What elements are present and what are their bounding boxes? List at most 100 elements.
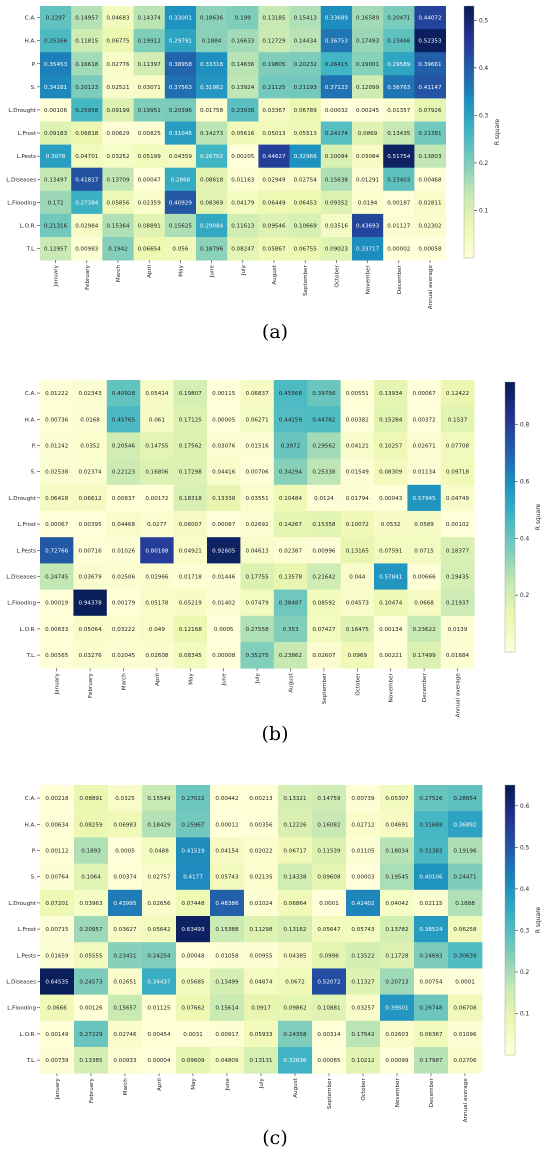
cell-value-label: 0.45765 (112, 417, 136, 423)
heatmap-cell (407, 537, 442, 564)
cell-value-label: 0.00126 (79, 1006, 103, 1012)
heatmap-cell (352, 167, 384, 192)
cell-value-label: 0.33318 (200, 62, 224, 68)
colorbar-swatch (505, 812, 515, 817)
heatmap-cell (374, 615, 408, 643)
heatmap-cell (414, 863, 449, 891)
cell-value-label: 0.1537 (448, 417, 468, 423)
row-label: P. (32, 444, 37, 450)
row-label: L.Drought (8, 108, 36, 114)
colorbar-swatch (505, 562, 515, 567)
heatmap-cell (278, 968, 313, 995)
heatmap-cell (207, 563, 241, 590)
heatmap-cell (196, 144, 228, 169)
cell-value-label: 0.07479 (246, 601, 270, 607)
cell-value-label: 0.00012 (215, 822, 238, 828)
heatmap-cell (440, 615, 475, 643)
heatmap-cell (244, 1020, 279, 1048)
cell-value-label: 0.02776 (106, 62, 130, 68)
heatmap-cell (383, 98, 415, 122)
colorbar-swatch (505, 544, 515, 549)
cell-value-label: 0.00115 (212, 391, 236, 397)
cell-value-label: 0.02343 (79, 391, 103, 397)
cell-value-label: 0.05307 (385, 796, 409, 802)
colorbar-swatch (464, 123, 474, 129)
cell-value-label: 0.00736 (45, 417, 69, 423)
column-label: February (85, 264, 91, 289)
cell-value-label: 0.04416 (212, 470, 236, 476)
heatmap-cell (40, 994, 75, 1022)
heatmap-cell (407, 406, 442, 433)
heatmap-cell (196, 6, 228, 30)
cell-value-label: 0.09352 (325, 200, 348, 206)
heatmap-cell (210, 1020, 245, 1048)
cell-value-label: 0.01684 (446, 653, 470, 659)
cell-value-label: 0.09608 (317, 875, 341, 881)
cell-value-label: 0.00187 (387, 200, 411, 206)
colorbar-swatch (505, 499, 515, 504)
heatmap-cell (40, 75, 72, 99)
cell-value-label: 0.00106 (44, 108, 68, 114)
cell-value-label: 0.00666 (413, 575, 437, 581)
cell-value-label: 0.15413 (294, 16, 318, 22)
cell-value-label: 0.01516 (246, 444, 270, 450)
colorbar-swatch (464, 90, 474, 95)
cell-value-label: 0.29084 (200, 223, 224, 229)
heatmap-cell (210, 889, 245, 917)
heatmap-cell (173, 432, 208, 459)
cell-value-label: 0.08259 (79, 822, 103, 828)
colorbar-swatch (505, 580, 515, 585)
cell-value-label: 0.17987 (419, 1058, 443, 1064)
heatmap-cell (340, 615, 375, 643)
heatmap-cell (240, 380, 275, 407)
cell-value-label: 0.00004 (147, 1058, 171, 1064)
colorbar-swatch (464, 241, 474, 246)
heatmap-cell (407, 563, 442, 590)
cell-value-label: 0.29589 (387, 62, 411, 68)
caption-b: (b) (261, 723, 289, 745)
cell-value-label: 0.12099 (356, 85, 380, 91)
cell-value-label: 0.15638 (325, 177, 349, 183)
cell-value-label: 0.15549 (147, 796, 171, 802)
colorbar-swatch (505, 485, 515, 491)
cell-value-label: 0.01125 (147, 1006, 171, 1012)
heatmap-cell (227, 29, 259, 53)
cell-value-label: 0.31045 (169, 131, 193, 137)
heatmap-cell (227, 144, 259, 169)
column-label: November (395, 1078, 401, 1108)
heatmap-cell (173, 511, 208, 538)
cell-value-label: 0.06612 (79, 496, 102, 502)
heatmap-cell (227, 167, 259, 192)
colorbar-swatch (505, 584, 515, 590)
cell-value-label: 0.32836 (283, 1058, 307, 1064)
heatmap-cell (73, 511, 108, 538)
heatmap-cell (106, 406, 141, 433)
cell-value-label: 0.03679 (79, 575, 103, 581)
colorbar-swatch (505, 848, 515, 853)
cell-value-label: 0.02045 (112, 653, 136, 659)
heatmap-cell (448, 994, 483, 1022)
colorbar-swatch (505, 897, 515, 903)
heatmap-cell (40, 615, 74, 643)
colorbar-swatch (505, 643, 515, 648)
heatmap-cell (176, 811, 211, 838)
cell-value-label: 0.04874 (249, 980, 273, 986)
colorbar-frame (463, 5, 475, 259)
colorbar-swatch (505, 454, 515, 459)
heatmap-cell (164, 237, 197, 261)
colorbar-swatch (505, 803, 515, 808)
colorbar-swatch (505, 794, 515, 799)
cell-value-label: 0.044 (349, 575, 365, 581)
heatmap-cell (102, 29, 134, 53)
heatmap-cell (74, 968, 109, 995)
cell-value-label: 0.00032 (325, 108, 348, 114)
heatmap-cell (176, 785, 211, 812)
cell-value-label: 0.36892 (453, 822, 476, 828)
cell-value-label: 0.44072 (418, 16, 441, 22)
heatmap-cell (448, 811, 483, 838)
heatmap-cell (210, 1047, 245, 1074)
cell-value-label: 0.13497 (44, 177, 68, 183)
heatmap-cell (140, 589, 174, 617)
column-label: September (322, 673, 328, 705)
heatmap-cell (414, 52, 446, 76)
